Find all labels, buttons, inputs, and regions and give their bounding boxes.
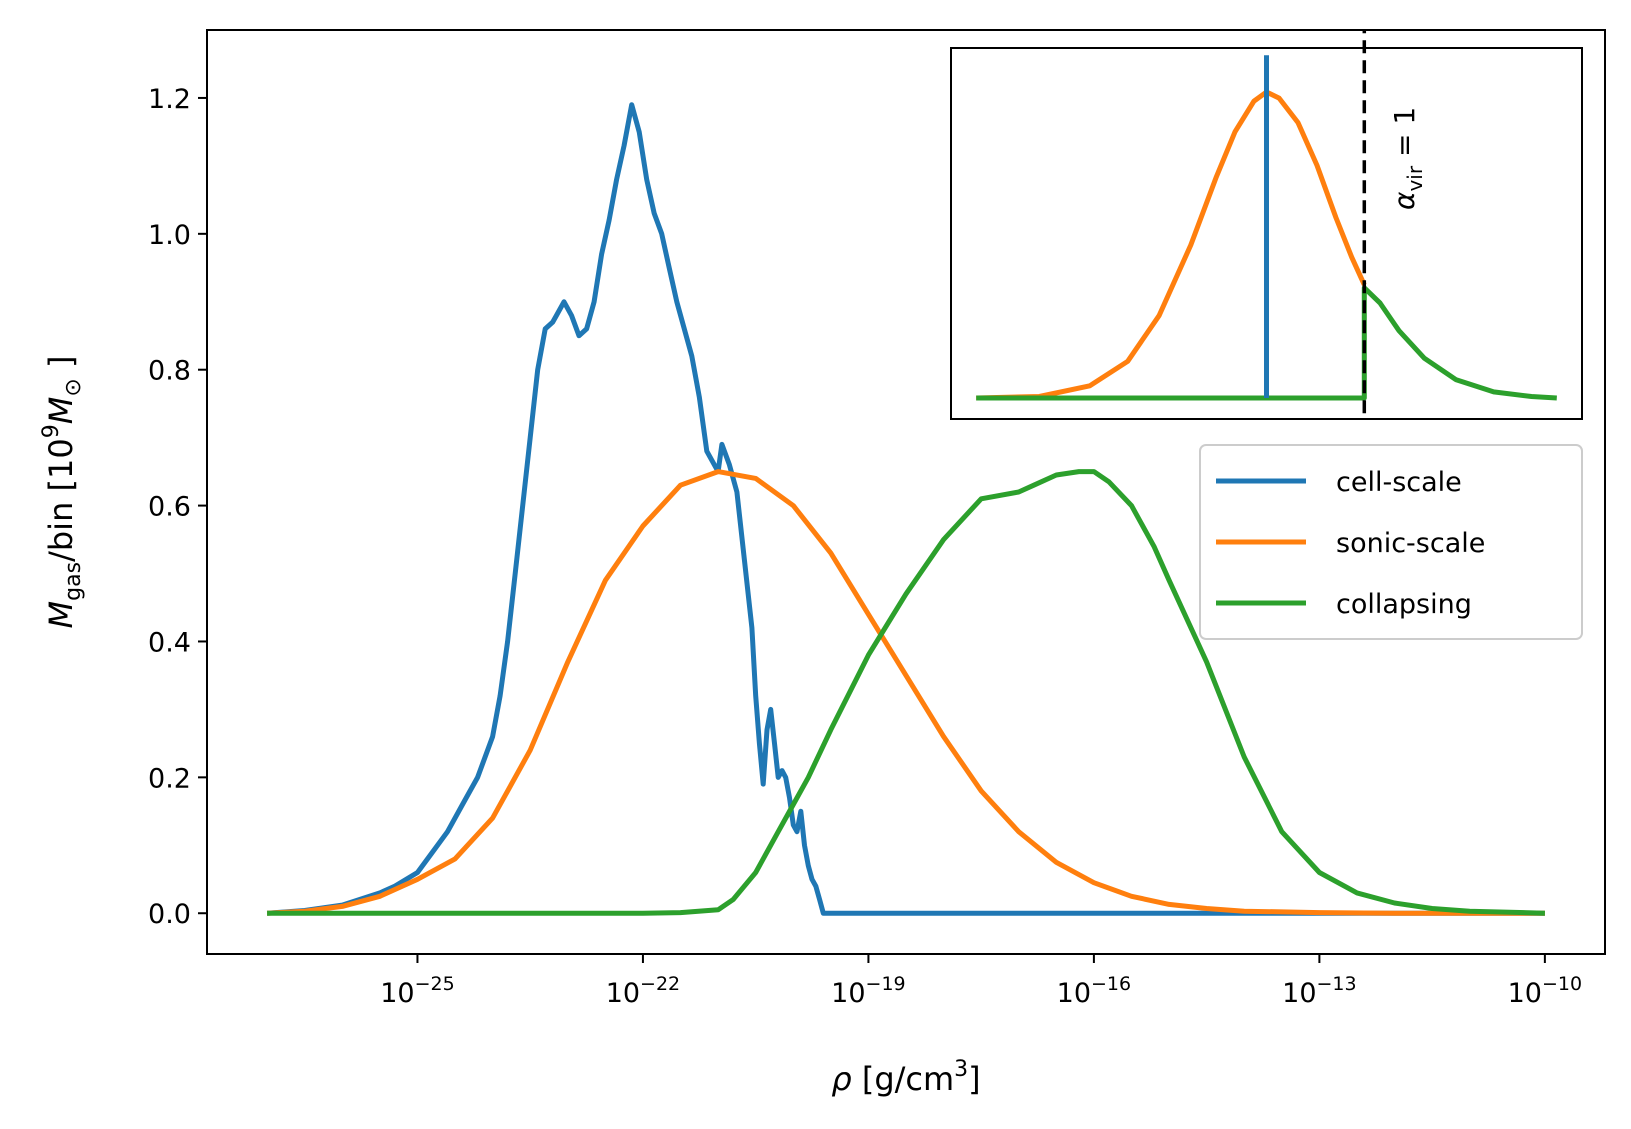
x-tick-1e-19: 10−19	[831, 954, 906, 1009]
y-tick-0.0: 0.0	[148, 899, 207, 930]
svg-text:0.8: 0.8	[148, 356, 191, 387]
svg-text:0.2: 0.2	[148, 763, 191, 794]
svg-text:10−10: 10−10	[1508, 973, 1582, 1009]
legend-label-collapsing: collapsing	[1336, 589, 1472, 620]
svg-text:1.0: 1.0	[148, 220, 191, 251]
svg-text:10−22: 10−22	[606, 973, 680, 1009]
svg-text:10−19: 10−19	[831, 973, 905, 1009]
svg-text:10−25: 10−25	[380, 973, 454, 1009]
svg-text:0.4: 0.4	[148, 627, 191, 658]
y-tick-0.8: 0.8	[148, 356, 207, 387]
inset-line-sonic-scale	[976, 89, 1367, 401]
legend-label-cell-scale: cell-scale	[1336, 467, 1462, 498]
series-line-cell-scale	[266, 102, 1545, 916]
legend: cell-scale sonic-scale collapsing	[1199, 444, 1583, 640]
x-axis: 10−25 10−22 10−19 10−16 10−13 10−10	[380, 954, 1582, 1009]
x-tick-1e-13: 10−13	[1282, 954, 1357, 1009]
legend-box	[1199, 444, 1583, 640]
series-line-sonic-scale	[266, 469, 1545, 916]
x-axis-label: ρ [g/cm3]	[831, 1057, 980, 1098]
main-plot-area	[266, 102, 1545, 916]
legend-label-sonic-scale: sonic-scale	[1336, 528, 1485, 559]
series-line-collapsing	[267, 469, 1545, 916]
x-tick-1e-16: 10−16	[1057, 954, 1131, 1009]
svg-text:10−16: 10−16	[1057, 973, 1131, 1009]
inset-panel: αvir = 1	[950, 30, 1583, 420]
alpha-vir-annotation: αvir = 1	[1388, 107, 1427, 210]
y-axis: 0.0 0.2 0.4 0.6 0.8 1.0 1.2	[148, 84, 207, 930]
x-tick-1e-22: 10−22	[606, 954, 680, 1009]
x-tick-1e-25: 10−25	[380, 954, 455, 1009]
svg-text:0.6: 0.6	[148, 492, 191, 523]
y-tick-0.2: 0.2	[148, 763, 207, 794]
svg-text:0.0: 0.0	[148, 899, 191, 930]
y-tick-1.0: 1.0	[148, 220, 207, 251]
y-tick-0.6: 0.6	[148, 492, 207, 523]
y-axis-label: Mgas/bin [109M⊙ ]	[39, 356, 86, 629]
svg-text:10−13: 10−13	[1282, 973, 1356, 1009]
main-axes-frame	[206, 29, 1606, 955]
y-tick-1.2: 1.2	[148, 84, 207, 115]
x-tick-1e-10: 10−10	[1508, 954, 1582, 1009]
y-tick-0.4: 0.4	[148, 627, 207, 658]
svg-text:1.2: 1.2	[148, 84, 191, 115]
